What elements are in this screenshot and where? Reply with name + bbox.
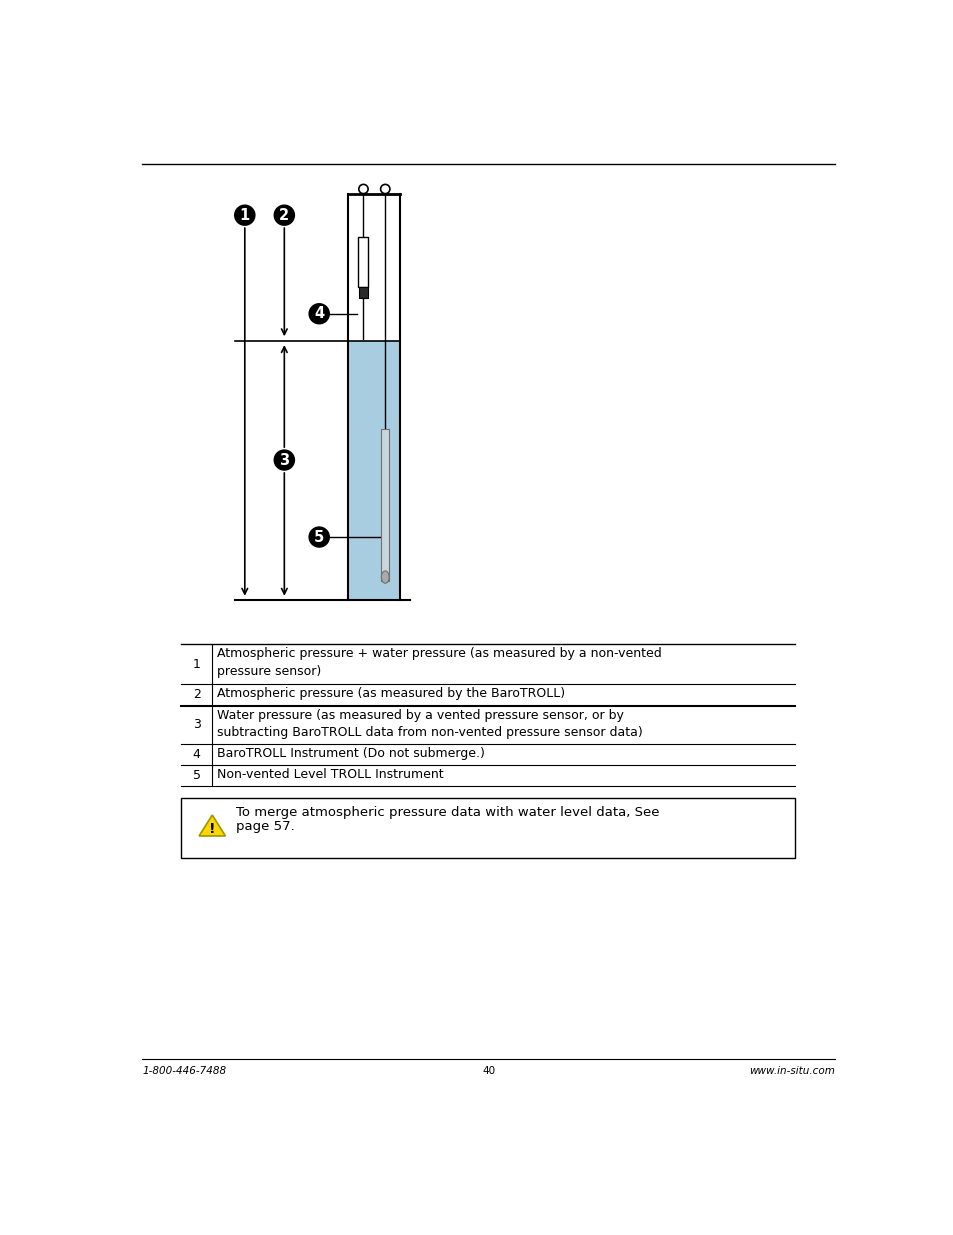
- Text: 3: 3: [193, 719, 200, 731]
- Text: Non-vented Level TROLL Instrument: Non-vented Level TROLL Instrument: [216, 768, 443, 781]
- Text: www.in-situ.com: www.in-situ.com: [749, 1066, 835, 1076]
- Bar: [181, 798, 794, 858]
- Polygon shape: [199, 815, 225, 836]
- Text: Atmospheric pressure + water pressure (as measured by a non-vented
pressure sens: Atmospheric pressure + water pressure (a…: [216, 647, 661, 678]
- Ellipse shape: [381, 571, 389, 583]
- Circle shape: [309, 527, 329, 547]
- Text: 4: 4: [314, 306, 324, 321]
- Text: 5: 5: [314, 530, 324, 545]
- Circle shape: [309, 304, 329, 324]
- Text: 4: 4: [193, 748, 200, 761]
- Bar: [358, 237, 368, 287]
- Text: To merge atmospheric pressure data with water level data, See: To merge atmospheric pressure data with …: [236, 805, 659, 819]
- Text: 1-800-446-7488: 1-800-446-7488: [142, 1066, 227, 1076]
- Circle shape: [234, 205, 254, 225]
- Bar: [348, 341, 399, 600]
- Text: Atmospheric pressure (as measured by the BaroTROLL): Atmospheric pressure (as measured by the…: [216, 687, 564, 700]
- Text: 40: 40: [482, 1066, 495, 1076]
- Text: BaroTROLL Instrument (Do not submerge.): BaroTROLL Instrument (Do not submerge.): [216, 747, 484, 761]
- Text: page 57.: page 57.: [236, 820, 294, 832]
- Text: 1: 1: [193, 657, 200, 671]
- Text: 1: 1: [239, 207, 250, 222]
- Text: 5: 5: [193, 769, 200, 782]
- Bar: [359, 287, 367, 298]
- Text: Water pressure (as measured by a vented pressure sensor, or by
subtracting BaroT: Water pressure (as measured by a vented …: [216, 709, 642, 740]
- Text: 3: 3: [279, 452, 289, 468]
- Text: 2: 2: [279, 207, 289, 222]
- Circle shape: [274, 205, 294, 225]
- Circle shape: [274, 450, 294, 471]
- Text: !: !: [209, 821, 215, 836]
- Bar: [381, 430, 389, 580]
- Text: 2: 2: [193, 688, 200, 701]
